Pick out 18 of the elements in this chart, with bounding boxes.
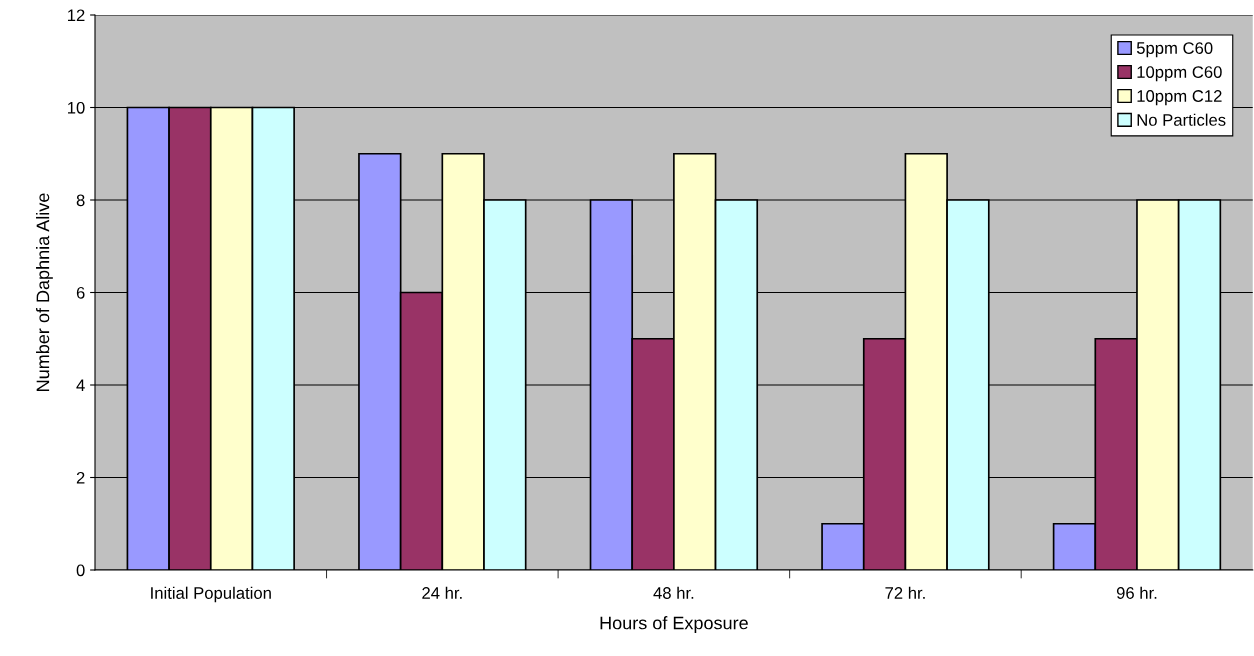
y-tick-label: 0 (76, 564, 85, 577)
x-tick-label: 96 hr. (1116, 586, 1157, 599)
y-tick-label: 8 (76, 194, 85, 207)
y-tick-label: 10 (68, 101, 85, 114)
legend-label: No Particles (1137, 113, 1226, 126)
legend-label: 10ppm C12 (1137, 90, 1222, 106)
y-tick-label: 6 (76, 286, 85, 299)
x-tick-label: 48 hr. (653, 586, 694, 599)
y-tick-label: 2 (76, 471, 85, 484)
x-tick-label: 72 hr. (885, 586, 925, 599)
legend-label: 10ppm C60 (1137, 66, 1222, 82)
legend-label: 5ppm C60 (1136, 42, 1213, 58)
x-tick-label: Initial Population (151, 586, 271, 603)
y-axis-title: Number of Daphnia Alive (36, 193, 53, 391)
x-axis-title: Hours of Exposure (600, 616, 748, 633)
y-tick-label: 12 (68, 9, 85, 22)
x-tick-label: 24 hr. (422, 586, 462, 599)
y-tick-label: 4 (76, 379, 85, 392)
